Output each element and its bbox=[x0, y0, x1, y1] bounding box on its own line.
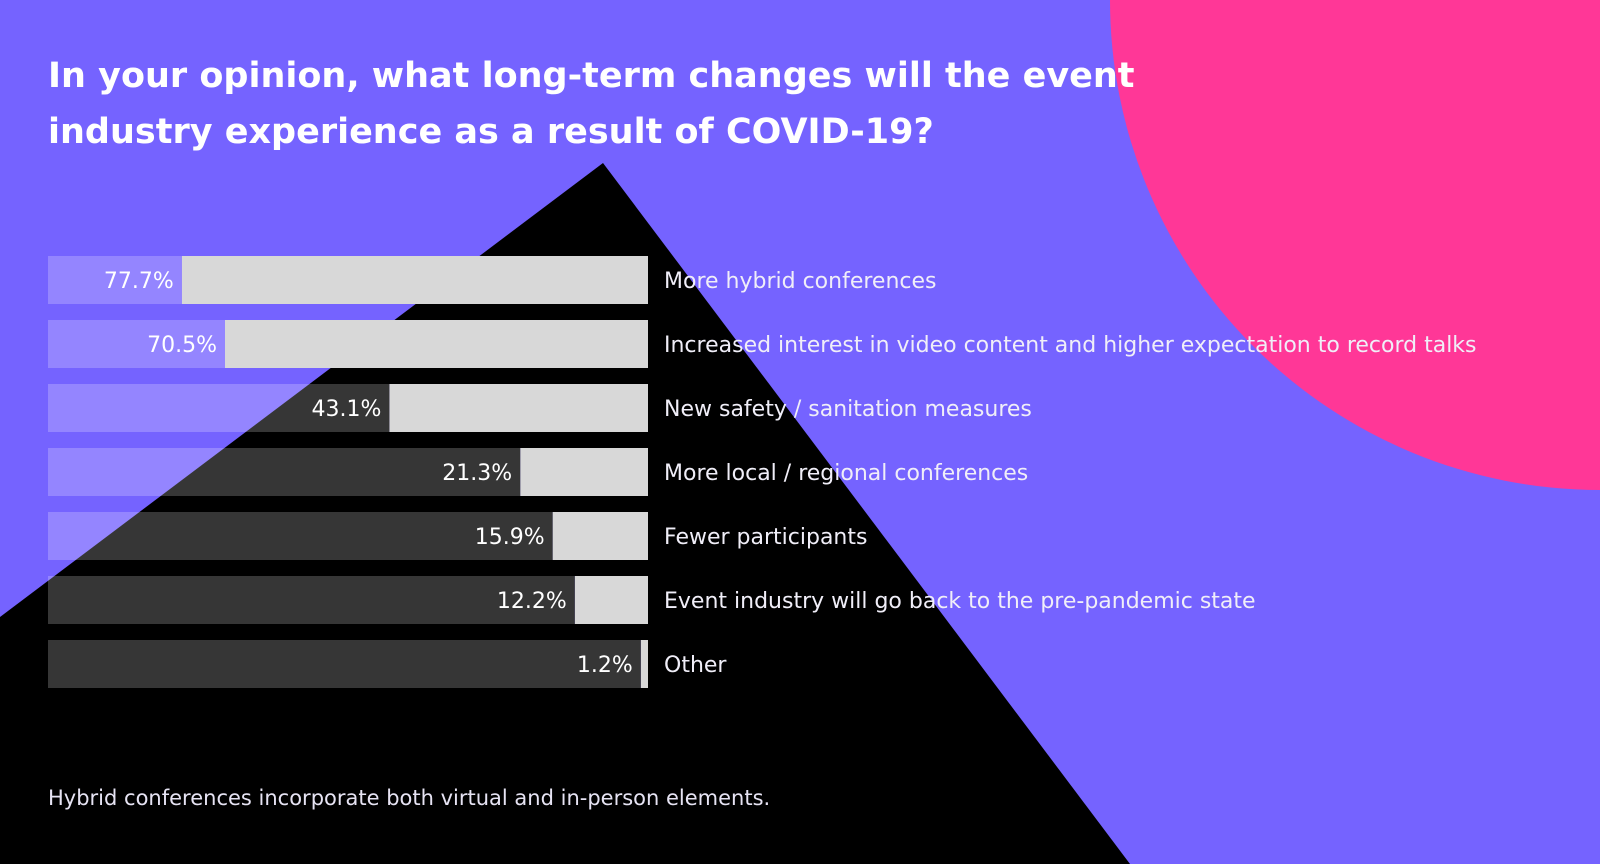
bar-value-shaded bbox=[48, 512, 553, 560]
category-label: More local / regional conferences bbox=[664, 461, 1028, 486]
bar-remainder bbox=[520, 448, 648, 496]
category-label: Increased interest in video content and … bbox=[664, 333, 1477, 358]
bar-value-label: 15.9% bbox=[475, 525, 545, 550]
category-label: Event industry will go back to the pre-p… bbox=[664, 589, 1256, 614]
category-label: More hybrid conferences bbox=[664, 269, 937, 294]
bar-row: 70.5% Increased interest in video content… bbox=[48, 320, 1477, 368]
bar-remainder bbox=[225, 320, 648, 368]
bar-remainder bbox=[389, 384, 648, 432]
bar-row: 12.2% Event industry will go back to the … bbox=[48, 576, 1256, 624]
chart-title: In your opinion, what long-term changes … bbox=[48, 56, 1135, 152]
category-label: New safety / sanitation measures bbox=[664, 397, 1032, 422]
bar-remainder bbox=[574, 576, 648, 624]
bar-row: 21.3% More local / regional conferences bbox=[48, 448, 1028, 496]
bar-value-label: 77.7% bbox=[104, 269, 174, 294]
bar-value-label: 70.5% bbox=[147, 333, 217, 358]
bar-remainder bbox=[181, 256, 649, 304]
bar-value bbox=[48, 256, 182, 304]
bar-row: 77.7% More hybrid conferences bbox=[48, 256, 937, 304]
pink-circle-decoration bbox=[1110, 0, 1600, 490]
bar-row: 1.2% Other bbox=[48, 640, 727, 688]
bar-row: 15.9% Fewer participants bbox=[48, 512, 867, 560]
bar-row: 43.1% New safety / sanitation measures bbox=[48, 384, 1032, 432]
bar-value-shaded bbox=[48, 640, 641, 688]
bar-value-label: 12.2% bbox=[497, 589, 567, 614]
footnote: Hybrid conferences incorporate both virt… bbox=[48, 786, 771, 810]
bar-remainder bbox=[552, 512, 648, 560]
bar-remainder bbox=[640, 640, 648, 688]
category-label: Other bbox=[664, 653, 727, 678]
bar-value-label: 21.3% bbox=[442, 461, 512, 486]
bar-value-shaded bbox=[48, 576, 575, 624]
bar-rows: 77.7% More hybrid conferences 70.5% Increas… bbox=[48, 256, 1477, 688]
bar-value-label: 1.2% bbox=[577, 653, 633, 678]
bar-value-label: 43.1% bbox=[312, 397, 382, 422]
bar-value bbox=[48, 320, 225, 368]
category-label: Fewer participants bbox=[664, 525, 867, 550]
